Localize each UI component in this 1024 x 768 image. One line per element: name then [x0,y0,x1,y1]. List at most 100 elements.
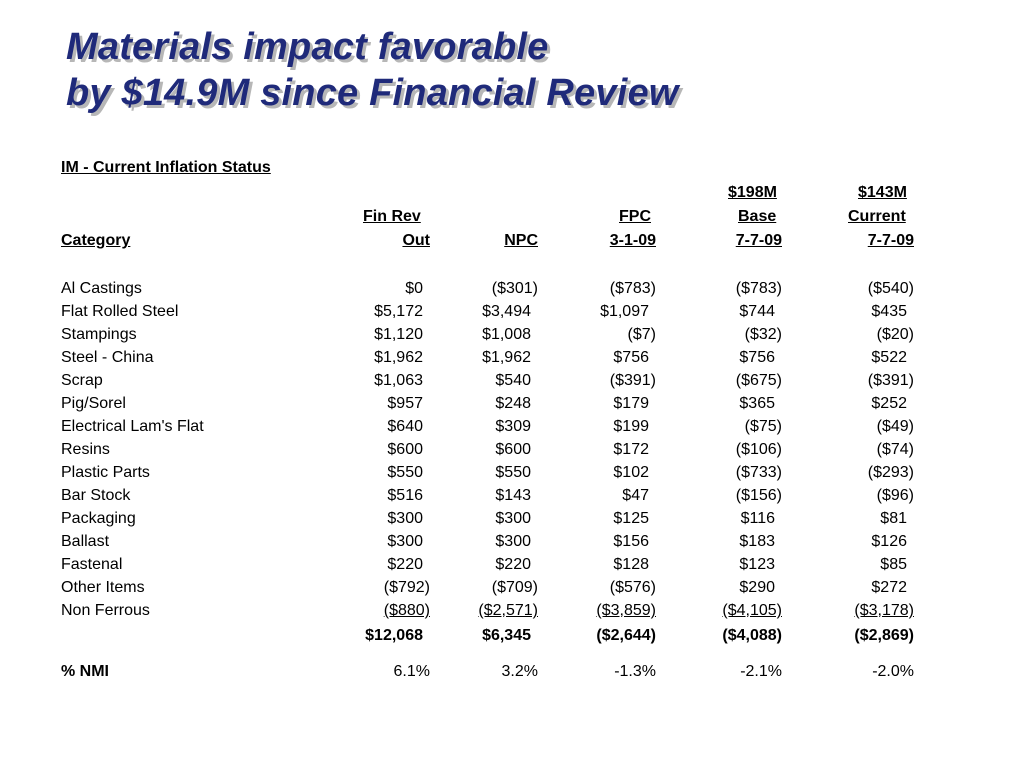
header-current: Current [848,208,906,225]
row-category: Flat Rolled Steel [61,303,179,320]
row-value-current: ($391) [867,372,914,389]
row-value-current: $272 [871,579,907,596]
row-value-base: ($156) [735,487,782,504]
pct-nmi-npc: 3.2% [501,663,538,680]
row-value-fin-rev-out: $1,063 [374,372,423,389]
pct-nmi-label: % NMI [61,663,109,680]
row-value-fpc: ($391) [609,372,656,389]
header-fpc-date: 3-1-09 [609,232,656,249]
row-value-fin-rev-out: $300 [387,533,423,550]
row-value-fin-rev-out: ($880) [383,602,430,619]
row-value-fin-rev-out: $1,962 [374,349,423,366]
header-category: Category [61,232,131,249]
row-value-fpc: ($3,859) [596,602,656,619]
row-value-current: $126 [871,533,907,550]
row-category: Fastenal [61,556,123,573]
row-category: Other Items [61,579,145,596]
title-line-2: by $14.9M since Financial Review [66,72,679,114]
row-value-base: $123 [739,556,775,573]
header-fin-rev: Fin Rev [363,208,421,225]
row-value-fin-rev-out: $640 [387,418,423,435]
row-value-current: ($49) [876,418,914,435]
row-value-fin-rev-out: $220 [387,556,423,573]
header-npc: NPC [504,232,538,249]
row-value-base: ($32) [744,326,782,343]
header-fpc: FPC [619,208,651,225]
row-value-npc: $300 [495,510,531,527]
row-value-npc: $550 [495,464,531,481]
row-value-npc: $300 [495,533,531,550]
row-value-npc: $248 [495,395,531,412]
pct-nmi-fin-rev-out: 6.1% [393,663,430,680]
row-value-fpc: $756 [613,349,649,366]
row-value-npc: $143 [495,487,531,504]
row-value-current: ($293) [867,464,914,481]
pct-nmi-base: -2.1% [740,663,782,680]
pct-nmi-current: -2.0% [872,663,914,680]
row-value-fpc: $128 [613,556,649,573]
row-value-fin-rev-out: $516 [387,487,423,504]
row-category: Al Castings [61,280,142,297]
table-subtitle: IM - Current Inflation Status [61,159,271,176]
row-value-npc: $540 [495,372,531,389]
header-base-amount: $198M [728,184,777,201]
row-category: Non Ferrous [61,602,150,619]
row-value-npc: ($301) [491,280,538,297]
header-fin-rev-out: Out [402,232,430,249]
row-category: Ballast [61,533,110,550]
row-value-fpc: $102 [613,464,649,481]
row-category: Packaging [61,510,136,527]
row-value-fpc: $125 [613,510,649,527]
row-value-npc: ($2,571) [478,602,538,619]
row-category: Bar Stock [61,487,131,504]
row-value-current: $252 [871,395,907,412]
row-value-current: ($74) [876,441,914,458]
row-category: Pig/Sorel [61,395,126,412]
row-value-fpc: $179 [613,395,649,412]
row-value-fin-rev-out: $300 [387,510,423,527]
total-base: ($4,088) [722,627,782,644]
row-value-npc: $1,962 [482,349,531,366]
row-value-fpc: $172 [613,441,649,458]
header-base: Base [738,208,777,225]
row-value-fin-rev-out: $5,172 [374,303,423,320]
row-value-base: ($675) [735,372,782,389]
row-value-base: $756 [739,349,775,366]
header-current-date: 7-7-09 [867,232,914,249]
row-value-base: ($733) [735,464,782,481]
row-value-base: ($106) [735,441,782,458]
row-value-base: $290 [739,579,775,596]
row-value-current: $435 [871,303,907,320]
row-value-current: $81 [880,510,907,527]
row-value-base: $365 [739,395,775,412]
row-value-fin-rev-out: $550 [387,464,423,481]
row-value-fin-rev-out: $1,120 [374,326,423,343]
row-value-base: ($75) [744,418,782,435]
row-value-npc: ($709) [491,579,538,596]
row-value-npc: $220 [495,556,531,573]
title-line-1: Materials impact favorable [66,26,549,68]
row-category: Electrical Lam's Flat [61,418,204,435]
row-category: Stampings [61,326,137,343]
row-value-current: $85 [880,556,907,573]
header-current-amount: $143M [858,184,907,201]
row-value-base: $116 [740,510,775,527]
row-value-base: $183 [739,533,775,550]
row-value-base: $744 [739,303,775,320]
row-value-fpc: $1,097 [600,303,649,320]
row-category: Plastic Parts [61,464,150,481]
row-value-fpc: ($7) [627,326,656,343]
row-value-fpc: ($576) [609,579,656,596]
row-value-npc: $309 [495,418,531,435]
row-value-current: ($96) [876,487,914,504]
header-base-date: 7-7-09 [735,232,782,249]
row-value-fpc: $156 [613,533,649,550]
row-category: Resins [61,441,110,458]
row-value-npc: $3,494 [482,303,531,320]
row-value-current: ($3,178) [854,602,914,619]
total-fpc: ($2,644) [596,627,656,644]
row-value-npc: $1,008 [482,326,531,343]
row-value-fin-rev-out: $957 [387,395,423,412]
row-value-fin-rev-out: ($792) [383,579,430,596]
